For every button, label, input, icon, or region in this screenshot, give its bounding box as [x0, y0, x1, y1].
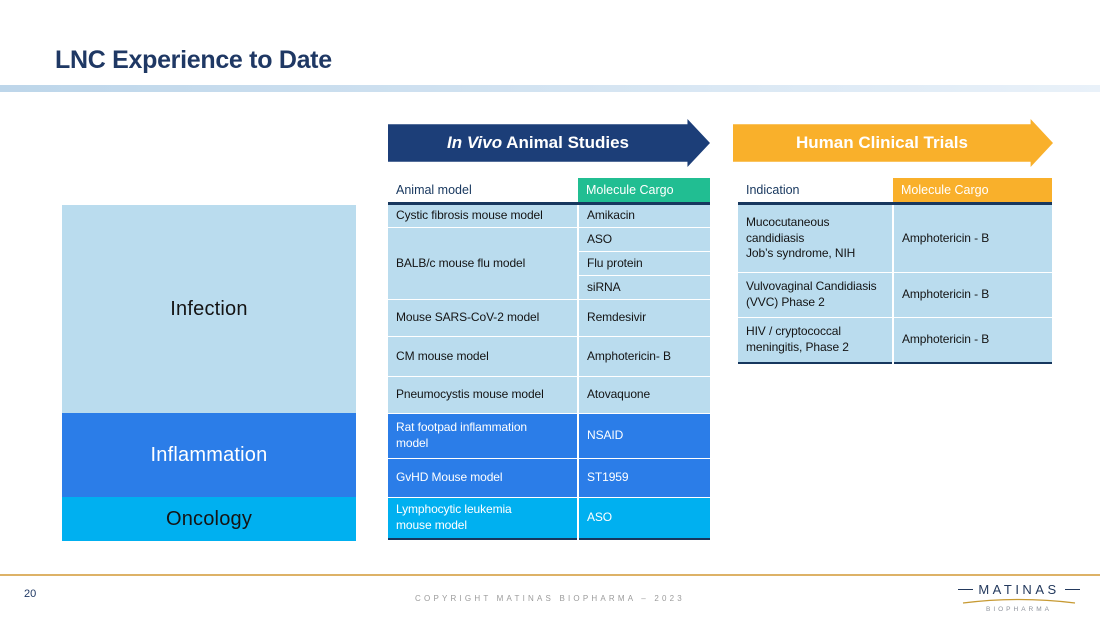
animal-table-row: BALB/c mouse flu model ASO: [388, 227, 710, 300]
clinical-molecule-cargo-header: Molecule Cargo: [893, 178, 1052, 205]
logo-right-rule: [1064, 589, 1081, 590]
molecule-cargo-cell: Atovaquone: [577, 376, 710, 414]
animal-model-cell: GvHD Mouse model: [388, 458, 578, 498]
animal-model-cell: Pneumocystis mouse model: [388, 376, 578, 414]
category-inflammation: Inflammation: [62, 413, 356, 497]
clinical-table-header-row: Indication Molecule Cargo: [738, 178, 1052, 205]
molecule-cargo-cell: siRNA: [577, 275, 710, 300]
clinical-table-row: HIV / cryptococcal meningitis, Phase 2 Am…: [738, 317, 1052, 363]
animal-model-cell: BALB/c mouse flu model: [388, 227, 578, 300]
animal-model-cell: Cystic fibrosis mouse model: [388, 203, 578, 228]
molecule-cargo-cell: Amphotericin - B: [892, 317, 1052, 363]
molecule-cargo-cell: Amphotericin - B: [892, 203, 1052, 273]
animal-molecule-cargo-header: Molecule Cargo: [578, 178, 710, 205]
slide-title: LNC Experience to Date: [55, 46, 332, 74]
clinical-table-row: Vulvovaginal Candidiasis (VVC) Phase 2 Am…: [738, 272, 1052, 318]
animal-table-body: Cystic fibrosis mouse model Amikacin BALB/…: [388, 203, 710, 539]
indication-cell: Mucocutaneous candidiasis Job’s syndrome…: [738, 203, 893, 273]
category-stack: Infection Inflammation Oncology: [62, 205, 356, 541]
category-oncology: Oncology: [62, 497, 356, 541]
molecule-cargo-cell: Amphotericin - B: [892, 272, 1052, 318]
clinical-trials-table: Indication Molecule Cargo Mucocutaneous …: [738, 178, 1052, 364]
footer-divider-line: [0, 574, 1100, 576]
molecule-cargo-cell: Remdesivir: [577, 299, 710, 337]
clinical-trials-banner: Human Clinical Trials: [733, 119, 1053, 167]
animal-model-cell: Rat footpad inflammation model: [388, 413, 578, 459]
logo-name: MATINAS: [978, 582, 1060, 597]
clinical-trials-banner-label: Human Clinical Trials: [796, 133, 968, 152]
clinical-table-body: Mucocutaneous candidiasis Job’s syndrome…: [738, 203, 1052, 363]
molecule-cargo-cell: Amikacin: [577, 203, 710, 228]
molecule-cargo-cell: Flu protein: [577, 251, 710, 276]
animal-studies-table: Animal model Molecule Cargo Cystic fibro…: [388, 178, 710, 540]
animal-studies-banner-label: In Vivo Animal Studies: [447, 133, 629, 153]
animal-table-row: Rat footpad inflammation model NSAID: [388, 413, 710, 459]
animal-model-header: Animal model: [388, 178, 578, 205]
logo-swoosh-icon: [962, 598, 1076, 604]
animal-model-cell: Mouse SARS-CoV-2 model: [388, 299, 578, 337]
matinas-logo: MATINAS BIOPHARMA: [958, 582, 1081, 613]
animal-table-row: Lymphocytic leukemia mouse model ASO: [388, 497, 710, 539]
page-number: 20: [24, 588, 37, 600]
indication-cell: HIV / cryptococcal meningitis, Phase 2: [738, 317, 893, 363]
animal-studies-rest: Animal Studies: [502, 133, 629, 152]
copyright-text: COPYRIGHT MATINAS BIOPHARMA – 2023: [415, 594, 685, 603]
animal-table-row: Cystic fibrosis mouse model Amikacin: [388, 203, 710, 228]
logo-subtitle: BIOPHARMA: [985, 606, 1052, 613]
in-vivo-italic: In Vivo: [446, 133, 503, 152]
clinical-table-row: Mucocutaneous candidiasis Job’s syndrome…: [738, 203, 1052, 273]
logo-wordmark-row: MATINAS: [958, 582, 1081, 597]
indication-header: Indication: [738, 178, 893, 205]
molecule-cargo-cell: NSAID: [577, 413, 710, 459]
molecule-cargo-cell: ASO: [577, 497, 710, 539]
title-divider-bar: [0, 85, 1100, 92]
animal-studies-banner: In Vivo Animal Studies: [388, 119, 710, 167]
animal-table-row: GvHD Mouse model ST1959: [388, 458, 710, 498]
logo-left-rule: [958, 589, 974, 590]
animal-model-cell: CM mouse model: [388, 336, 578, 377]
animal-table-row: Pneumocystis mouse model Atovaquone: [388, 376, 710, 414]
animal-table-row: CM mouse model Amphotericin- B: [388, 336, 710, 377]
molecule-cargo-cell: ASO: [577, 227, 710, 252]
animal-model-cell: Lymphocytic leukemia mouse model: [388, 497, 578, 539]
indication-cell: Vulvovaginal Candidiasis (VVC) Phase 2: [738, 272, 893, 318]
animal-table-header-row: Animal model Molecule Cargo: [388, 178, 710, 205]
molecule-cargo-cell: ST1959: [577, 458, 710, 498]
molecule-cargo-cell: Amphotericin- B: [577, 336, 710, 377]
category-infection: Infection: [62, 205, 356, 413]
animal-table-row: Mouse SARS-CoV-2 model Remdesivir: [388, 299, 710, 337]
